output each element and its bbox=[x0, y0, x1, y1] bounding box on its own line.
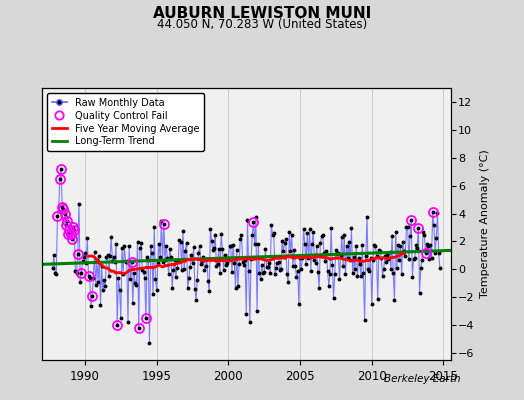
Y-axis label: Temperature Anomaly (°C): Temperature Anomaly (°C) bbox=[481, 150, 490, 298]
Text: 44.050 N, 70.283 W (United States): 44.050 N, 70.283 W (United States) bbox=[157, 18, 367, 31]
Legend: Raw Monthly Data, Quality Control Fail, Five Year Moving Average, Long-Term Tren: Raw Monthly Data, Quality Control Fail, … bbox=[47, 93, 204, 151]
Text: AUBURN LEWISTON MUNI: AUBURN LEWISTON MUNI bbox=[153, 6, 371, 21]
Text: Berkeley Earth: Berkeley Earth bbox=[385, 374, 461, 384]
